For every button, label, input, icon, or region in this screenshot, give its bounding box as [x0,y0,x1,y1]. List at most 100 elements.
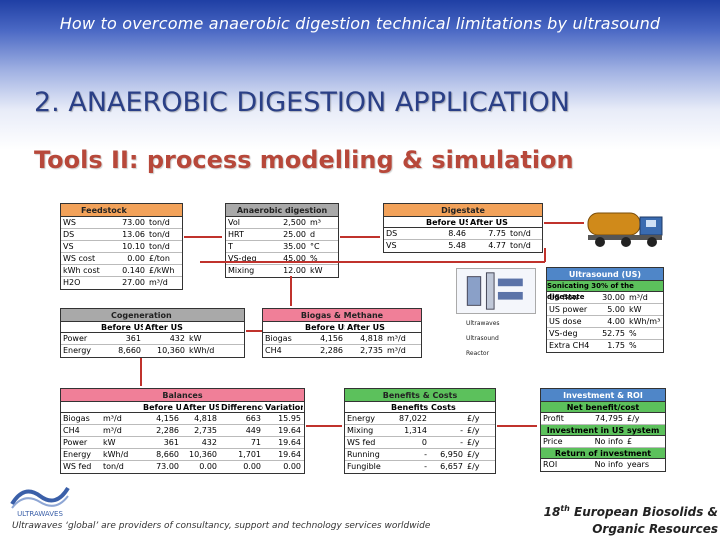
benefits-cell: £/y [467,462,480,471]
biogas-table: Biogas & Methane Before US After US Biog… [262,308,422,358]
footer-event-text: 18th European Biosolids & Organic Resour… [543,504,718,536]
anaerobic-cell: 45.00 [283,254,306,263]
digestate-col-headers: Before US After US [384,217,542,228]
cogeneration-cell: kW [189,334,202,343]
section-heading: 2. ANAEROBIC DIGESTION APPLICATION [34,87,571,118]
benefits-cell: £/y [467,438,480,447]
biogas-col-before: Before US [305,323,345,332]
anaerobic-row: HRT 25.00 d [226,229,338,241]
balances-cell: 2,735 [194,426,217,435]
benefits-table: Benefits & Costs Benefits Costs Energy 87… [344,388,496,474]
balances-row: CH4 m³/d 2,286 2,735 449 19.64 [61,425,304,437]
feedstock-row: VS 10.10 ton/d [61,241,182,253]
balances-col-after: After US [183,403,219,412]
balances-cell: 73.00 [156,462,179,471]
arrow-us-return [200,261,545,263]
benefits-cell: - [460,438,463,447]
feedstock-cell: £/kWh [149,266,175,275]
balances-col-headers: Before US After US Difference Variation [61,402,304,413]
feedstock-cell: WS cost [63,254,96,263]
feedstock-row: DS 13.06 ton/d [61,229,182,241]
benefits-cell: 6,950 [440,450,463,459]
biogas-cell: m³/d [387,334,406,343]
digestate-cell: ton/d [510,241,531,250]
arrow-digestate-to-truck [544,222,584,224]
balances-cell: 19.64 [278,438,301,447]
balances-cell: m³/d [103,426,122,435]
balances-cell: kWh/d [103,450,129,459]
anaerobic-cell: HRT [228,230,244,239]
ultrasound-cell: 4.00 [607,317,625,326]
anaerobic-cell: m³ [310,218,321,227]
ultrasound-row: US power 5.00 kW [547,304,663,316]
cogeneration-table: Cogeneration Before US After US Power 361… [60,308,245,358]
anaerobic-cell: T [228,242,233,251]
cogeneration-col-before: Before US [101,323,143,332]
benefits-cell: - [424,450,427,459]
feedstock-cell: 0.00 [127,254,145,263]
benefits-row: WS fed 0 - £/y [345,437,495,449]
balances-cell: 449 [245,426,261,435]
arrow-cogen-to-balances [140,358,142,386]
arrow-ad-to-digestate [340,236,380,238]
biogas-title: Biogas & Methane [263,309,421,322]
investment-net-label: Net benefit/cost [541,402,665,413]
balances-cell: 0.00 [199,462,217,471]
biogas-cell: m³/d [387,346,406,355]
balances-cell: 8,660 [156,450,179,459]
logo-text: ULTRAWAVES [17,510,63,518]
cogeneration-cell: Power [63,334,88,343]
feedstock-cell: m³/d [149,278,168,287]
balances-cell: m³/d [103,414,122,423]
anaerobic-cell: d [310,230,316,239]
feedstock-row: H2O 27.00 m³/d [61,277,182,289]
benefits-title: Benefits & Costs [345,389,495,402]
ultrasound-cell: US power [549,305,588,314]
feedstock-cell: 10.10 [122,242,145,251]
cogeneration-col-after: After US [145,323,183,332]
balances-row: Power kW 361 432 71 19.64 [61,437,304,449]
benefits-row: Running - 6,950 £/y [345,449,495,461]
anaerobic-cell: 12.00 [283,266,306,275]
footer-company-text: Ultrawaves ‘global’ are providers of con… [12,521,431,531]
balances-row: WS fed ton/d 73.00 0.00 0.00 0.00 [61,461,304,473]
digestate-cell: 7.75 [488,229,506,238]
benefits-cell: £/y [467,426,480,435]
feedstock-title: Feedstock [61,204,182,217]
feedstock-cell: H2O [63,278,81,287]
balances-cell: ton/d [103,462,124,471]
balances-cell: 361 [163,438,179,447]
benefits-cell: - [424,462,427,471]
investment-net-row: Profit 74,795 £/y [541,413,665,425]
biogas-cell: 4,818 [360,334,383,343]
anaerobic-cell: Mixing [228,266,255,275]
balances-col-variation: Variation [265,403,303,412]
benefits-cell: Fungible [347,462,381,471]
biogas-col-after: After US [347,323,385,332]
investment-roi-row: ROI No info years [543,460,650,469]
digestate-cell: 5.48 [448,241,466,250]
ultrasound-table: Ultrasound (US) Sonicating 30% of the di… [546,267,664,353]
ultrasound-cell: US flow [549,293,579,302]
ultrasound-cell: m³/d [629,293,648,302]
balances-cell: 4,818 [194,414,217,423]
feedstock-row: WS 73.00 ton/d [61,217,182,229]
balances-cell: Biogas [63,414,90,423]
tanker-truck-icon [587,212,663,247]
anaerobic-title: Anaerobic digestion [226,204,338,217]
feedstock-row: WS cost 0.00 £/ton [61,253,182,265]
benefits-cell: £/y [467,414,480,423]
anaerobic-row: Mixing 12.00 kW [226,265,338,277]
benefits-row: Energy 87,022 £/y [345,413,495,425]
cogeneration-cell: 432 [169,334,185,343]
ultrasound-subtitle: Sonicating 30% of the digestate [547,281,663,301]
cogeneration-cell: 361 [125,334,141,343]
digestate-table: Digestate Before US After US DS 8.46 7.75 t… [383,203,543,253]
feedstock-cell: £/ton [149,254,170,263]
ultrasound-cell: kW [629,305,642,314]
benefits-cell: 6,657 [440,462,463,471]
ultrasound-cell: VS-deg [549,329,578,338]
ultrasound-cell: 1.75 [607,341,625,350]
benefits-cell: Energy [347,414,376,423]
feedstock-cell: VS [63,242,74,251]
